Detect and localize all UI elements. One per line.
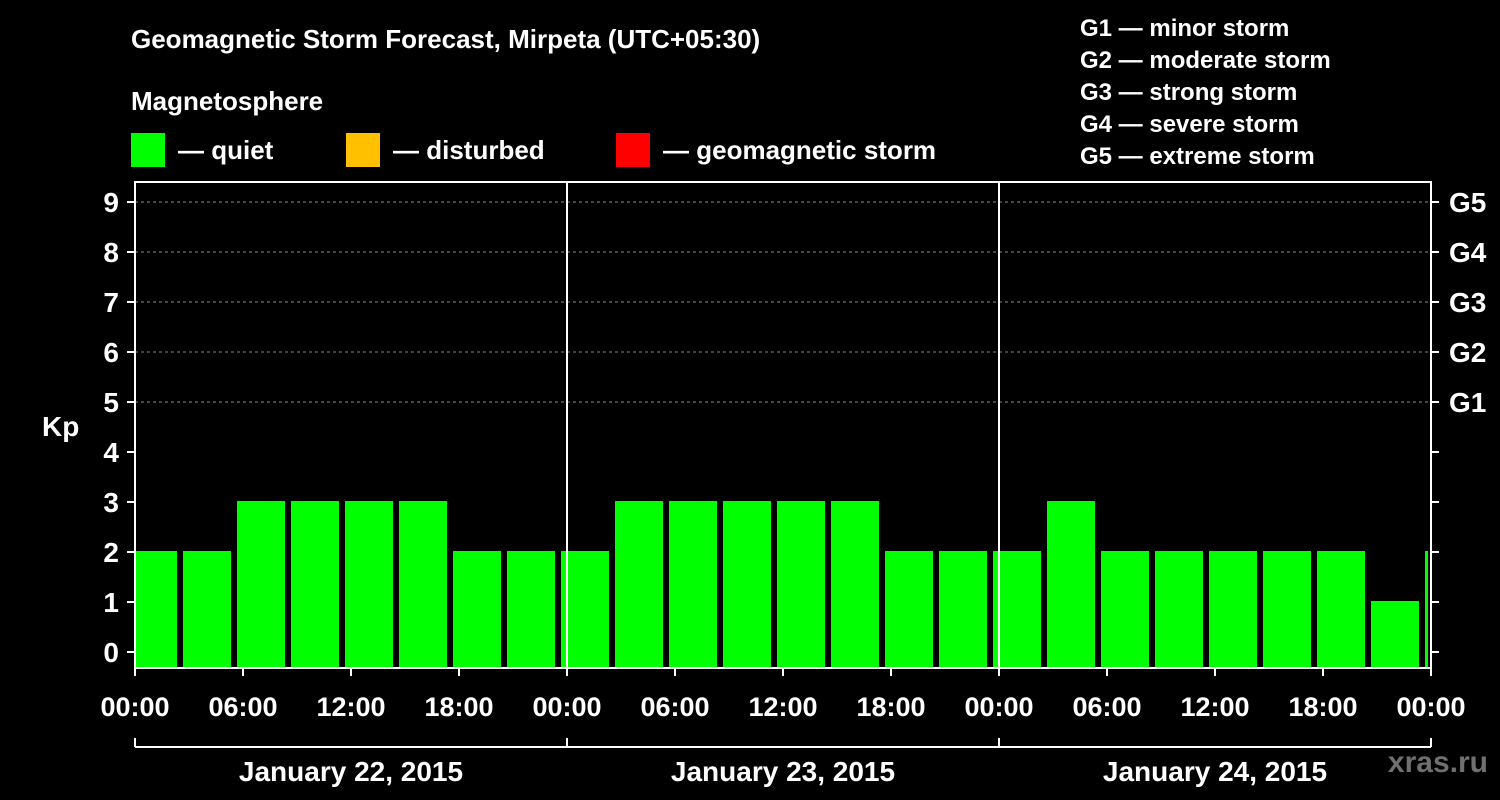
day-label-1: January 23, 2015 — [671, 756, 895, 787]
legend-item-disturbed: — disturbed — [346, 133, 545, 167]
legend-item-storm: — geomagnetic storm — [616, 133, 936, 167]
x-tick-label-1: 06:00 — [208, 692, 277, 722]
storm-scale-g1: G1 — minor storm — [1080, 15, 1290, 42]
x-tick-label-3: 18:00 — [424, 692, 493, 722]
kp-bar-17 — [1047, 501, 1095, 668]
x-tick-label-12: 00:00 — [1396, 692, 1465, 722]
y-tick-label-8: 8 — [103, 237, 119, 268]
day-label-0: January 22, 2015 — [239, 756, 463, 787]
kp-bar-2 — [237, 501, 285, 668]
y-tick-label-1: 1 — [103, 587, 119, 618]
kp-bar-5 — [399, 501, 447, 668]
y-tick-label-9: 9 — [103, 187, 119, 218]
kp-bar-23 — [1371, 601, 1419, 668]
kp-bar-20 — [1209, 551, 1257, 668]
kp-bar-13 — [831, 501, 879, 668]
x-tick-label-5: 06:00 — [640, 692, 709, 722]
x-tick-label-8: 00:00 — [964, 692, 1033, 722]
day-label-2: January 24, 2015 — [1103, 756, 1327, 787]
storm-scale-g4: G4 — severe storm — [1080, 111, 1299, 138]
storm-scale-g3: G3 — strong storm — [1080, 79, 1298, 106]
kp-bar-22 — [1317, 551, 1365, 668]
storm-scale-g2: G2 — moderate storm — [1080, 47, 1331, 74]
kp-bar-12 — [777, 501, 825, 668]
kp-bar-11 — [723, 501, 771, 668]
kp-bar-8 — [561, 551, 609, 668]
legend-swatch-storm — [616, 133, 650, 167]
g-level-label-g4: G4 — [1449, 237, 1487, 268]
legend-label-quiet: — quiet — [178, 134, 274, 165]
y-tick-label-0: 0 — [103, 637, 119, 668]
y-tick-label-5: 5 — [103, 387, 119, 418]
kp-bar-15 — [939, 551, 987, 668]
legend-label-storm: — geomagnetic storm — [663, 134, 937, 165]
kp-bar-18 — [1101, 551, 1149, 668]
kp-bar-0 — [136, 551, 177, 668]
y-tick-label-6: 6 — [103, 337, 119, 368]
kp-bar-16 — [993, 551, 1041, 668]
legend-swatch-disturbed — [346, 133, 380, 167]
y-axis-label: Kp — [42, 411, 79, 442]
kp-bar-9 — [615, 501, 663, 668]
x-tick-label-9: 06:00 — [1072, 692, 1141, 722]
x-tick-label-7: 18:00 — [856, 692, 925, 722]
x-tick-label-11: 18:00 — [1288, 692, 1357, 722]
legend-item-quiet: — quiet — [131, 133, 273, 167]
y-tick-label-3: 3 — [103, 487, 119, 518]
y-tick-label-2: 2 — [103, 537, 119, 568]
x-tick-label-4: 00:00 — [532, 692, 601, 722]
kp-bar-1 — [183, 551, 231, 668]
kp-bar-24 — [1425, 551, 1428, 668]
kp-bar-14 — [885, 551, 933, 668]
y-tick-label-4: 4 — [103, 437, 119, 468]
g-level-label-g5: G5 — [1449, 187, 1486, 218]
legend-label-disturbed: — disturbed — [393, 134, 545, 165]
kp-bar-4 — [345, 501, 393, 668]
y-tick-label-7: 7 — [103, 287, 119, 318]
kp-bar-21 — [1263, 551, 1311, 668]
g-level-label-g3: G3 — [1449, 287, 1486, 318]
kp-bar-6 — [453, 551, 501, 668]
kp-bar-3 — [291, 501, 339, 668]
kp-bar-10 — [669, 501, 717, 668]
x-tick-label-0: 00:00 — [100, 692, 169, 722]
x-tick-label-10: 12:00 — [1180, 692, 1249, 722]
x-tick-label-6: 12:00 — [748, 692, 817, 722]
x-tick-label-2: 12:00 — [316, 692, 385, 722]
chart-title: Geomagnetic Storm Forecast, Mirpeta (UTC… — [131, 24, 761, 54]
g-level-label-g1: G1 — [1449, 387, 1486, 418]
g-level-label-g2: G2 — [1449, 337, 1486, 368]
kp-bar-7 — [507, 551, 555, 668]
storm-scale-g5: G5 — extreme storm — [1080, 143, 1315, 170]
legend-swatch-quiet — [131, 133, 165, 167]
kp-bar-19 — [1155, 551, 1203, 668]
magnetosphere-label: Magnetosphere — [131, 86, 324, 116]
watermark: xras.ru — [1387, 746, 1488, 779]
